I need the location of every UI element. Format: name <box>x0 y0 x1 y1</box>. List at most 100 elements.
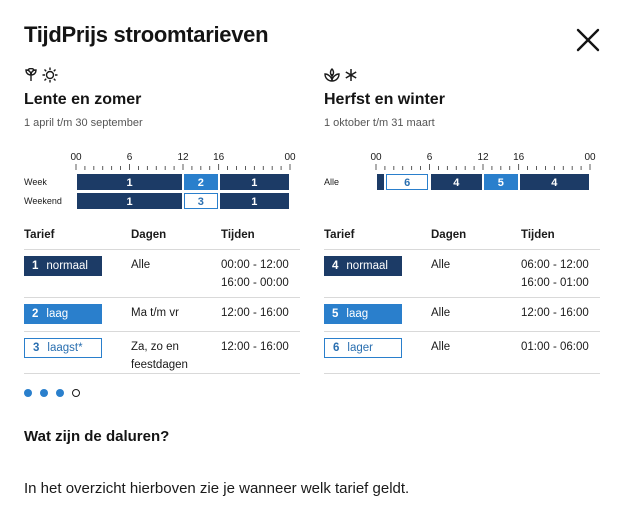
tariff-name: normaal <box>46 260 88 272</box>
tariff-number: 3 <box>33 342 40 354</box>
flower-icon <box>25 68 37 81</box>
tariff-cell: 1 normaal <box>24 256 131 297</box>
tariff-badge: 1 normaal <box>24 256 102 276</box>
timeline-segment: 1 <box>77 193 182 209</box>
winter-icons <box>324 66 600 84</box>
timeline-row-label: Alle <box>324 177 340 187</box>
tariff-name: laag <box>46 308 69 320</box>
timeline-segment: 4 <box>430 174 482 190</box>
table-row: 5 laag Alle 12:00 - 16:00 <box>324 298 600 332</box>
snowflake-icon <box>345 69 357 81</box>
summer-icons <box>24 66 300 84</box>
table-row: 2 laag Ma t/m vr 12:00 - 16:00 <box>24 298 300 332</box>
tariff-number: 5 <box>332 308 339 320</box>
tariff-cell: 3 laagst* <box>24 338 131 373</box>
column-header-tijden: Tijden <box>221 228 255 241</box>
times-cell: 12:00 - 16:00 <box>221 341 289 353</box>
days-cell: Alle <box>431 259 451 271</box>
summer-tariff-table: Tarief Dagen Tijden 1 normaal Alle 00:00 - 12:… <box>24 220 300 374</box>
tariff-cell: 2 laag <box>24 304 131 331</box>
tariff-name: lager <box>347 342 373 354</box>
timeline-segment: 5 <box>484 174 518 190</box>
winter-title: Herfst en winter <box>324 91 445 108</box>
tariff-number: 4 <box>332 260 339 272</box>
timeline-segment: 3 <box>184 193 218 209</box>
tariff-cell: 6 lager <box>324 338 431 373</box>
days-cell: Alle <box>131 259 151 271</box>
tariff-number: 1 <box>32 260 39 272</box>
tariff-badge: 3 laagst* <box>24 338 102 358</box>
tariff-name: laagst* <box>47 342 83 354</box>
carousel-dot[interactable] <box>72 389 80 397</box>
timeline-tick-label: 12 <box>477 152 489 163</box>
faq-question[interactable]: Wat zijn de daluren? <box>24 428 170 445</box>
summer-timeline: 00 6 12 16 00 Week 1 2 1 Weekend 1 3 1 <box>24 140 300 220</box>
close-button[interactable] <box>576 28 600 52</box>
timeline-tick-label: 00 <box>284 152 296 163</box>
timeline-tick-label: 16 <box>513 152 525 163</box>
carousel-dot[interactable] <box>40 389 48 397</box>
tariff-badge: 4 normaal <box>324 256 402 276</box>
table-row: 6 lager Alle 01:00 - 06:00 <box>324 332 600 374</box>
table-header: Tarief Dagen Tijden <box>24 220 300 250</box>
table-row: 3 laagst* Za, zo en feestdagen 12:00 - 16:0… <box>24 332 300 374</box>
times-cell: 00:00 - 12:00 16:00 - 00:00 <box>221 259 289 289</box>
timeline-tick-label: 16 <box>213 152 225 163</box>
leaf-icon <box>324 68 340 82</box>
timeline-row-label: Weekend <box>24 196 62 206</box>
table-header: Tarief Dagen Tijden <box>324 220 600 250</box>
column-header-tarief: Tarief <box>24 228 55 241</box>
carousel-dot[interactable] <box>24 389 32 397</box>
tariff-badge: 2 laag <box>24 304 102 324</box>
table-row: 1 normaal Alle 00:00 - 12:00 16:00 - 00:00 <box>24 250 300 298</box>
timeline-segment: 2 <box>184 174 218 190</box>
tariff-cell: 5 laag <box>324 304 431 331</box>
column-header-dagen: Dagen <box>431 228 467 241</box>
timeline-row-label: Week <box>24 177 47 187</box>
column-header-tarief: Tarief <box>324 228 355 241</box>
tariff-cell: 4 normaal <box>324 256 431 297</box>
timeline-ruler <box>75 164 291 170</box>
carousel-pagination <box>24 389 80 397</box>
timeline-tick-label: 12 <box>177 152 189 163</box>
column-header-dagen: Dagen <box>131 228 167 241</box>
timeline-tick-label: 6 <box>126 152 133 163</box>
timeline-segment: 1 <box>219 193 289 209</box>
tariff-name: normaal <box>346 260 388 272</box>
tariff-name: laag <box>346 308 369 320</box>
table-row: 4 normaal Alle 06:00 - 12:00 16:00 - 01:00 <box>324 250 600 298</box>
winter-dates: 1 oktober t/m 31 maart <box>324 117 435 129</box>
timeline-ruler <box>375 164 591 170</box>
column-header-tijden: Tijden <box>521 228 555 241</box>
winter-column: Herfst en winter 1 oktober t/m 31 maart … <box>324 66 600 374</box>
sun-icon <box>42 67 58 83</box>
tariff-badge: 5 laag <box>324 304 402 324</box>
winter-timeline: 00 6 12 16 00 Alle 6 4 5 4 <box>324 140 600 220</box>
timeline-segment: 6 <box>385 174 429 190</box>
carousel-dot[interactable] <box>56 389 64 397</box>
summer-column: Lente en zomer 1 april t/m 30 september … <box>24 66 300 374</box>
timeline-tick-label: 6 <box>426 152 433 163</box>
days-cell: Ma t/m vr <box>131 307 179 319</box>
timeline-segment <box>377 174 384 190</box>
times-cell: 01:00 - 06:00 <box>521 341 589 353</box>
timeline-segment: 1 <box>77 174 182 190</box>
summer-title: Lente en zomer <box>24 91 142 108</box>
timeline-tick-label: 00 <box>584 152 596 163</box>
times-cell: 12:00 - 16:00 <box>521 307 589 319</box>
times-cell: 12:00 - 16:00 <box>221 307 289 319</box>
close-icon <box>576 28 600 52</box>
summer-dates: 1 april t/m 30 september <box>24 117 143 129</box>
tariff-number: 2 <box>32 308 39 320</box>
times-cell: 06:00 - 12:00 16:00 - 01:00 <box>521 259 589 289</box>
page-title: TijdPrijs stroomtarieven <box>24 22 269 47</box>
tariff-number: 6 <box>333 342 340 354</box>
timeline-tick-label: 00 <box>70 152 82 163</box>
winter-tariff-table: Tarief Dagen Tijden 4 normaal Alle 06:00 - 12:… <box>324 220 600 374</box>
days-cell: Alle <box>431 341 451 353</box>
faq-answer: In het overzicht hierboven zie je wannee… <box>24 480 410 497</box>
timeline-segment: 1 <box>219 174 289 190</box>
timeline-tick-label: 00 <box>370 152 382 163</box>
timeline-segment: 4 <box>519 174 589 190</box>
tariff-badge: 6 lager <box>324 338 402 358</box>
